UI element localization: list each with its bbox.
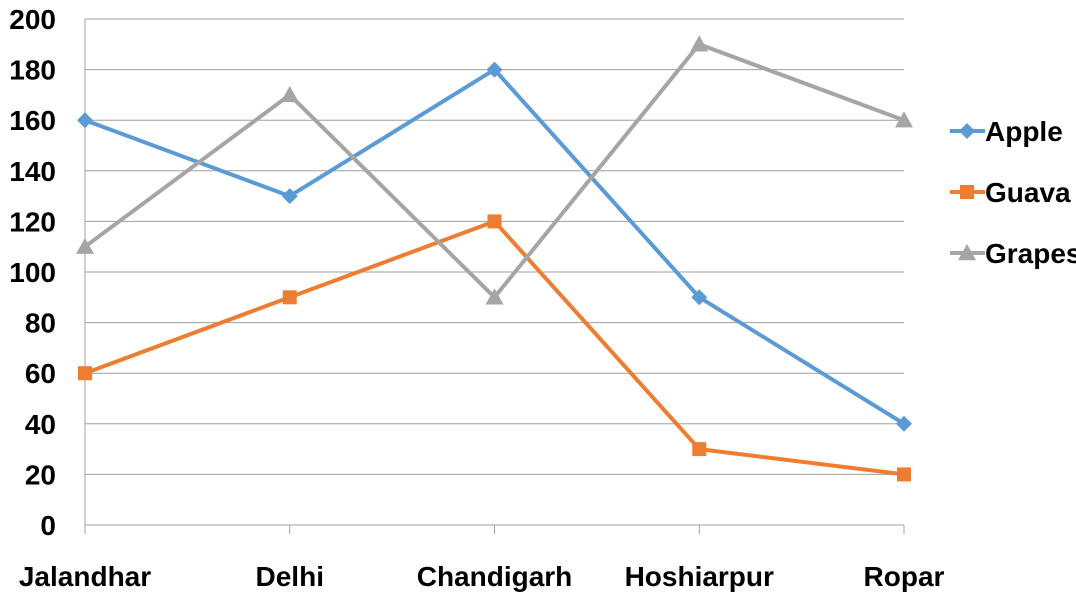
legend-marker-guava — [960, 185, 974, 199]
data-point-grapes — [690, 35, 708, 51]
y-tick-label: 180 — [9, 55, 56, 86]
y-tick-label: 120 — [9, 206, 56, 237]
y-tick-label: 0 — [40, 510, 56, 541]
legend-item-apple: Apple — [950, 116, 1063, 147]
data-point-guava — [897, 467, 911, 481]
legend-label-apple: Apple — [985, 116, 1063, 147]
series-group — [76, 35, 913, 481]
data-point-apple — [77, 112, 93, 128]
y-tick-label: 100 — [9, 257, 56, 288]
y-tick-label: 20 — [25, 459, 56, 490]
data-point-guava — [692, 442, 706, 456]
y-axis-ticks: 0 20 40 60 80 100 120 140 160 180 200 — [9, 4, 56, 541]
y-tick-label: 40 — [25, 409, 56, 440]
data-point-guava — [488, 214, 502, 228]
data-point-guava — [78, 366, 92, 380]
x-tick-label: Hoshiarpur — [625, 561, 774, 592]
legend: Apple Guava Grapes — [950, 116, 1076, 269]
x-tick-label: Chandigarh — [417, 561, 573, 592]
x-tick-label: Ropar — [864, 561, 945, 592]
legend-item-grapes: Grapes — [950, 238, 1076, 269]
legend-label-grapes: Grapes — [985, 238, 1076, 269]
y-tick-label: 140 — [9, 156, 56, 187]
y-tick-label: 60 — [25, 358, 56, 389]
y-tick-label: 160 — [9, 105, 56, 136]
y-tick-label: 80 — [25, 308, 56, 339]
series-guava — [78, 214, 911, 481]
gridlines — [85, 19, 904, 525]
series-apple — [77, 62, 912, 432]
data-point-grapes — [281, 86, 299, 102]
x-tick-label: Delhi — [256, 561, 324, 592]
series-line-apple — [85, 70, 904, 424]
y-tick-label: 200 — [9, 4, 56, 35]
x-tick-label: Jalandhar — [19, 561, 151, 592]
legend-marker-apple — [959, 123, 975, 139]
legend-label-guava: Guava — [985, 177, 1071, 208]
legend-item-guava: Guava — [950, 177, 1071, 208]
data-point-guava — [283, 290, 297, 304]
x-axis-ticks: Jalandhar Delhi Chandigarh Hoshiarpur Ropar — [19, 525, 945, 592]
